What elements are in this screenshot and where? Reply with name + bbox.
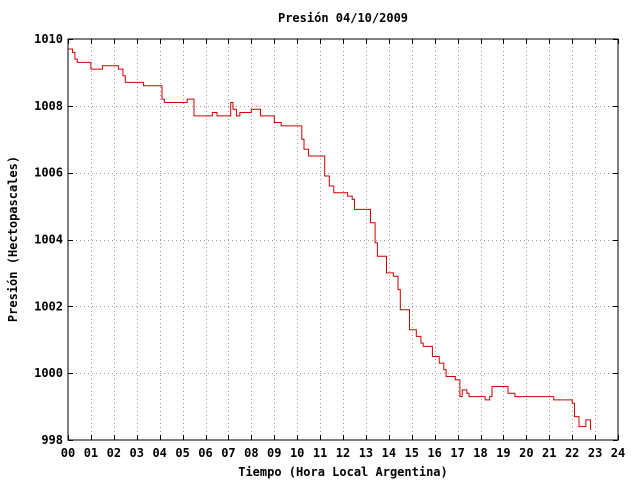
x-tick-label: 17 (450, 446, 464, 460)
x-tick-label: 22 (565, 446, 579, 460)
x-tick-label: 16 (427, 446, 441, 460)
x-tick-label: 06 (198, 446, 212, 460)
grid (68, 39, 618, 440)
x-tick-label: 14 (382, 446, 396, 460)
x-tick-label: 01 (84, 446, 98, 460)
x-tick-label: 13 (359, 446, 373, 460)
axis-ticks (68, 39, 619, 441)
x-tick-label: 12 (336, 446, 350, 460)
x-axis-label: Tiempo (Hora Local Argentina) (238, 465, 448, 479)
y-tick-label: 998 (41, 433, 63, 447)
x-tick-label: 00 (61, 446, 75, 460)
series-layer (68, 48, 591, 430)
chart-title: Presión 04/10/2009 (278, 11, 408, 25)
x-tick-label: 08 (244, 446, 258, 460)
x-tick-label: 21 (542, 446, 556, 460)
x-tick-label: 23 (588, 446, 602, 460)
x-tick-label: 18 (473, 446, 487, 460)
x-tick-label: 11 (313, 446, 327, 460)
x-tick-label: 02 (107, 446, 121, 460)
x-tick-label: 15 (405, 446, 419, 460)
pressure-series-line (68, 48, 591, 430)
x-tick-label: 09 (267, 446, 281, 460)
y-axis-label: Presión (Hectopascales) (6, 156, 20, 322)
y-tick-label: 1010 (34, 32, 63, 46)
y-tick-label: 1008 (34, 99, 63, 113)
x-tick-label: 05 (175, 446, 189, 460)
x-tick-label: 24 (611, 446, 625, 460)
y-tick-label: 1004 (34, 233, 63, 247)
y-tick-label: 1006 (34, 166, 63, 180)
x-tick-label: 07 (221, 446, 235, 460)
x-tick-label: 19 (496, 446, 510, 460)
tick-labels: 00 01 02 03 04 05 06 07 08 09 10 11 12 13 14 15 16 17 18 19… (34, 32, 625, 460)
x-tick-label: 04 (152, 446, 166, 460)
x-tick-label: 10 (290, 446, 304, 460)
x-tick-label: 03 (130, 446, 144, 460)
y-tick-label: 1000 (34, 366, 63, 380)
y-tick-label: 1002 (34, 299, 63, 313)
x-tick-label: 20 (519, 446, 533, 460)
